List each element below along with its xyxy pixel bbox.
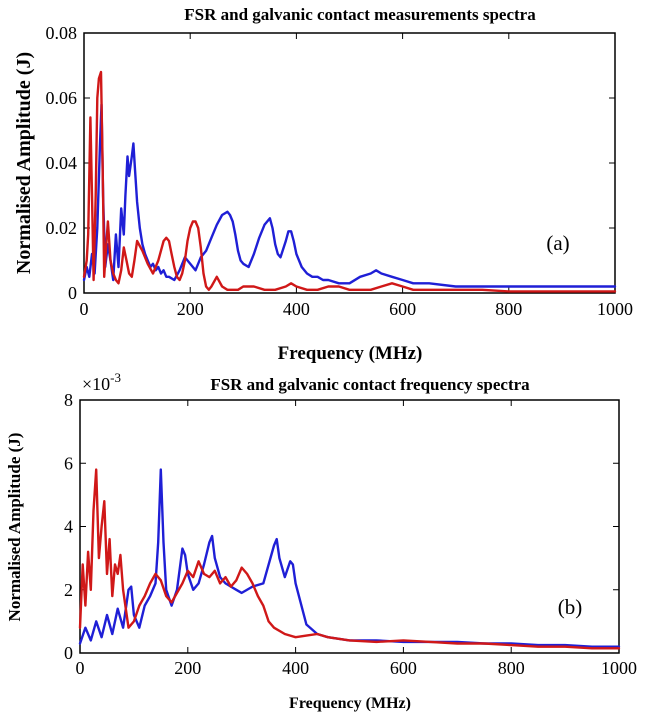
chart-a-xtick-label: 0 (80, 299, 89, 319)
chart-a-xtick-label: 1000 (597, 299, 633, 319)
chart-a-ticks: 0 200 400 600 800 1000 0 0.02 0.04 0.06 0.08 (46, 23, 634, 319)
chart-a-xtick-label: 800 (495, 299, 522, 319)
chart-b: FSR and galvanic contact frequency spect… (5, 370, 637, 712)
chart-a-ytick-label: 0.04 (46, 153, 78, 173)
chart-a-ytick-label: 0.08 (46, 23, 78, 43)
chart-b-xtick-label: 600 (390, 658, 417, 678)
chart-b-title: FSR and galvanic contact frequency spect… (210, 375, 530, 394)
chart-b-series-line-2 (78, 468, 621, 650)
chart-a-annotation: (a) (546, 231, 569, 255)
chart-a-xtick-label: 400 (283, 299, 310, 319)
chart-b-frame (79, 399, 620, 654)
chart-b-annotation: (b) (558, 595, 583, 619)
chart-b-ytick-label: 2 (64, 580, 73, 600)
chart-a-series-line-2 (82, 70, 617, 293)
chart-b-ylabel: Normalised Amplitude (J) (5, 433, 24, 622)
chart-b-ticks: 0 200 400 600 800 1000 0 2 4 6 8 (64, 390, 637, 678)
chart-a-ytick-label: 0.06 (46, 88, 78, 108)
chart-b-xtick-label: 1000 (601, 658, 637, 678)
chart-a-xtick-label: 600 (389, 299, 416, 319)
chart-b-series-line-1 (78, 468, 621, 648)
chart-b-series (78, 468, 621, 650)
chart-b-ytick-label: 0 (64, 643, 73, 663)
chart-b-xlabel: Frequency (MHz) (289, 695, 411, 712)
chart-b-exponent: ×10-3 (82, 370, 121, 394)
chart-b-xtick-label: 800 (498, 658, 525, 678)
chart-a-ytick-label: 0 (68, 283, 77, 303)
chart-a-ylabel: Normalised Amplitude (J) (13, 52, 35, 274)
chart-b-xtick-label: 0 (76, 658, 85, 678)
chart-a-series-line-1 (82, 103, 617, 288)
chart-b-ytick-label: 4 (64, 517, 73, 537)
chart-b-exponent-base: ×10 (82, 374, 110, 394)
chart-b-exponent-power: -3 (110, 370, 121, 385)
chart-a-series (82, 70, 617, 293)
chart-a-ytick-label: 0.02 (46, 218, 78, 238)
chart-b-xtick-label: 400 (282, 658, 309, 678)
chart-a-xlabel: Frequency (MHz) (278, 343, 423, 364)
chart-a: FSR and galvanic contact measurements sp… (13, 5, 633, 364)
chart-b-ytick-label: 8 (64, 390, 73, 410)
chart-a-title: FSR and galvanic contact measurements sp… (184, 5, 536, 24)
chart-a-xtick-label: 200 (177, 299, 204, 319)
chart-a-frame (83, 32, 616, 294)
chart-b-xtick-label: 200 (174, 658, 201, 678)
chart-b-ytick-label: 6 (64, 453, 73, 473)
